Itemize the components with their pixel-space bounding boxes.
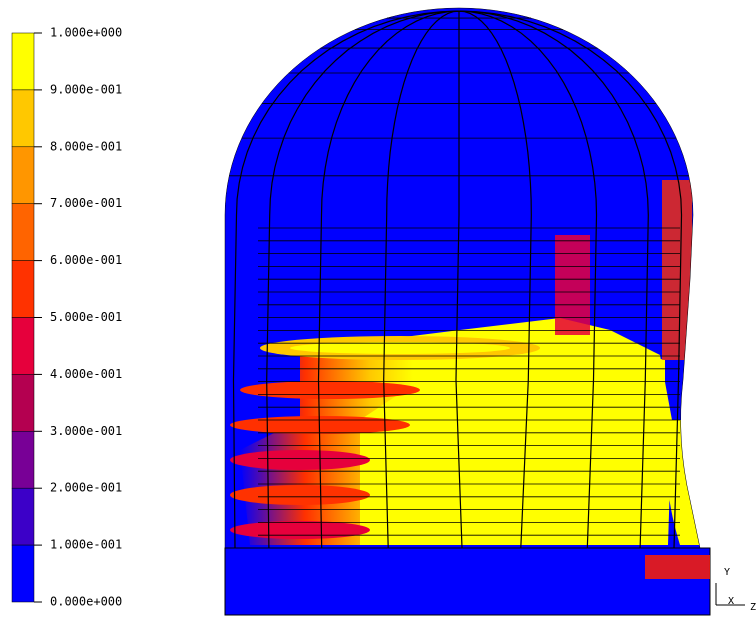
axis-triad: Y X Z bbox=[715, 567, 756, 613]
mesh-meridian bbox=[266, 10, 460, 549]
legend-label: 1.000e-001 bbox=[50, 538, 122, 552]
base bbox=[224, 547, 711, 616]
outline bbox=[224, 7, 701, 549]
axis-z-label: Z bbox=[750, 602, 756, 613]
legend: 1.000e+000 9.000e-001 8.000e-001 7.000e-001… bbox=[11, 26, 122, 609]
legend-label: 2.000e-001 bbox=[50, 481, 122, 495]
legend-swatch bbox=[11, 146, 35, 204]
legend-swatch bbox=[11, 203, 35, 261]
mesh-meridian bbox=[317, 10, 460, 549]
mesh-meridian bbox=[458, 10, 649, 549]
base-hot bbox=[645, 555, 710, 579]
legend-swatch bbox=[11, 487, 35, 546]
axis-x-label: X bbox=[728, 596, 734, 607]
legend-swatch bbox=[11, 317, 35, 375]
legend-label: 5.000e-001 bbox=[50, 310, 122, 324]
legend-label: 9.000e-001 bbox=[50, 82, 122, 96]
legend-swatch bbox=[11, 374, 35, 432]
legend-swatch bbox=[11, 544, 35, 603]
mesh-meridian bbox=[458, 10, 532, 549]
legend-label: 7.000e-001 bbox=[50, 196, 122, 210]
legend-swatch bbox=[11, 431, 35, 489]
legend-swatch bbox=[11, 89, 35, 148]
legend-label: 6.000e-001 bbox=[50, 253, 122, 267]
model-body bbox=[225, 8, 700, 548]
mesh-meridian bbox=[232, 10, 460, 549]
mesh-meridian bbox=[458, 10, 683, 549]
legend-label: 1.000e+000 bbox=[50, 26, 122, 40]
legend-swatch bbox=[11, 32, 35, 91]
mesh bbox=[229, 10, 689, 549]
legend-label: 4.000e-001 bbox=[50, 367, 122, 381]
mesh-meridian bbox=[455, 11, 463, 549]
legend-label: 8.000e-001 bbox=[50, 139, 122, 153]
mesh-meridian bbox=[383, 10, 460, 549]
axis-y-label: Y bbox=[724, 567, 730, 578]
legend-swatch bbox=[11, 260, 35, 318]
legend-label: 0.000e+000 bbox=[50, 595, 122, 609]
legend-label: 3.000e-001 bbox=[50, 424, 122, 438]
mesh-meridian bbox=[458, 10, 598, 549]
